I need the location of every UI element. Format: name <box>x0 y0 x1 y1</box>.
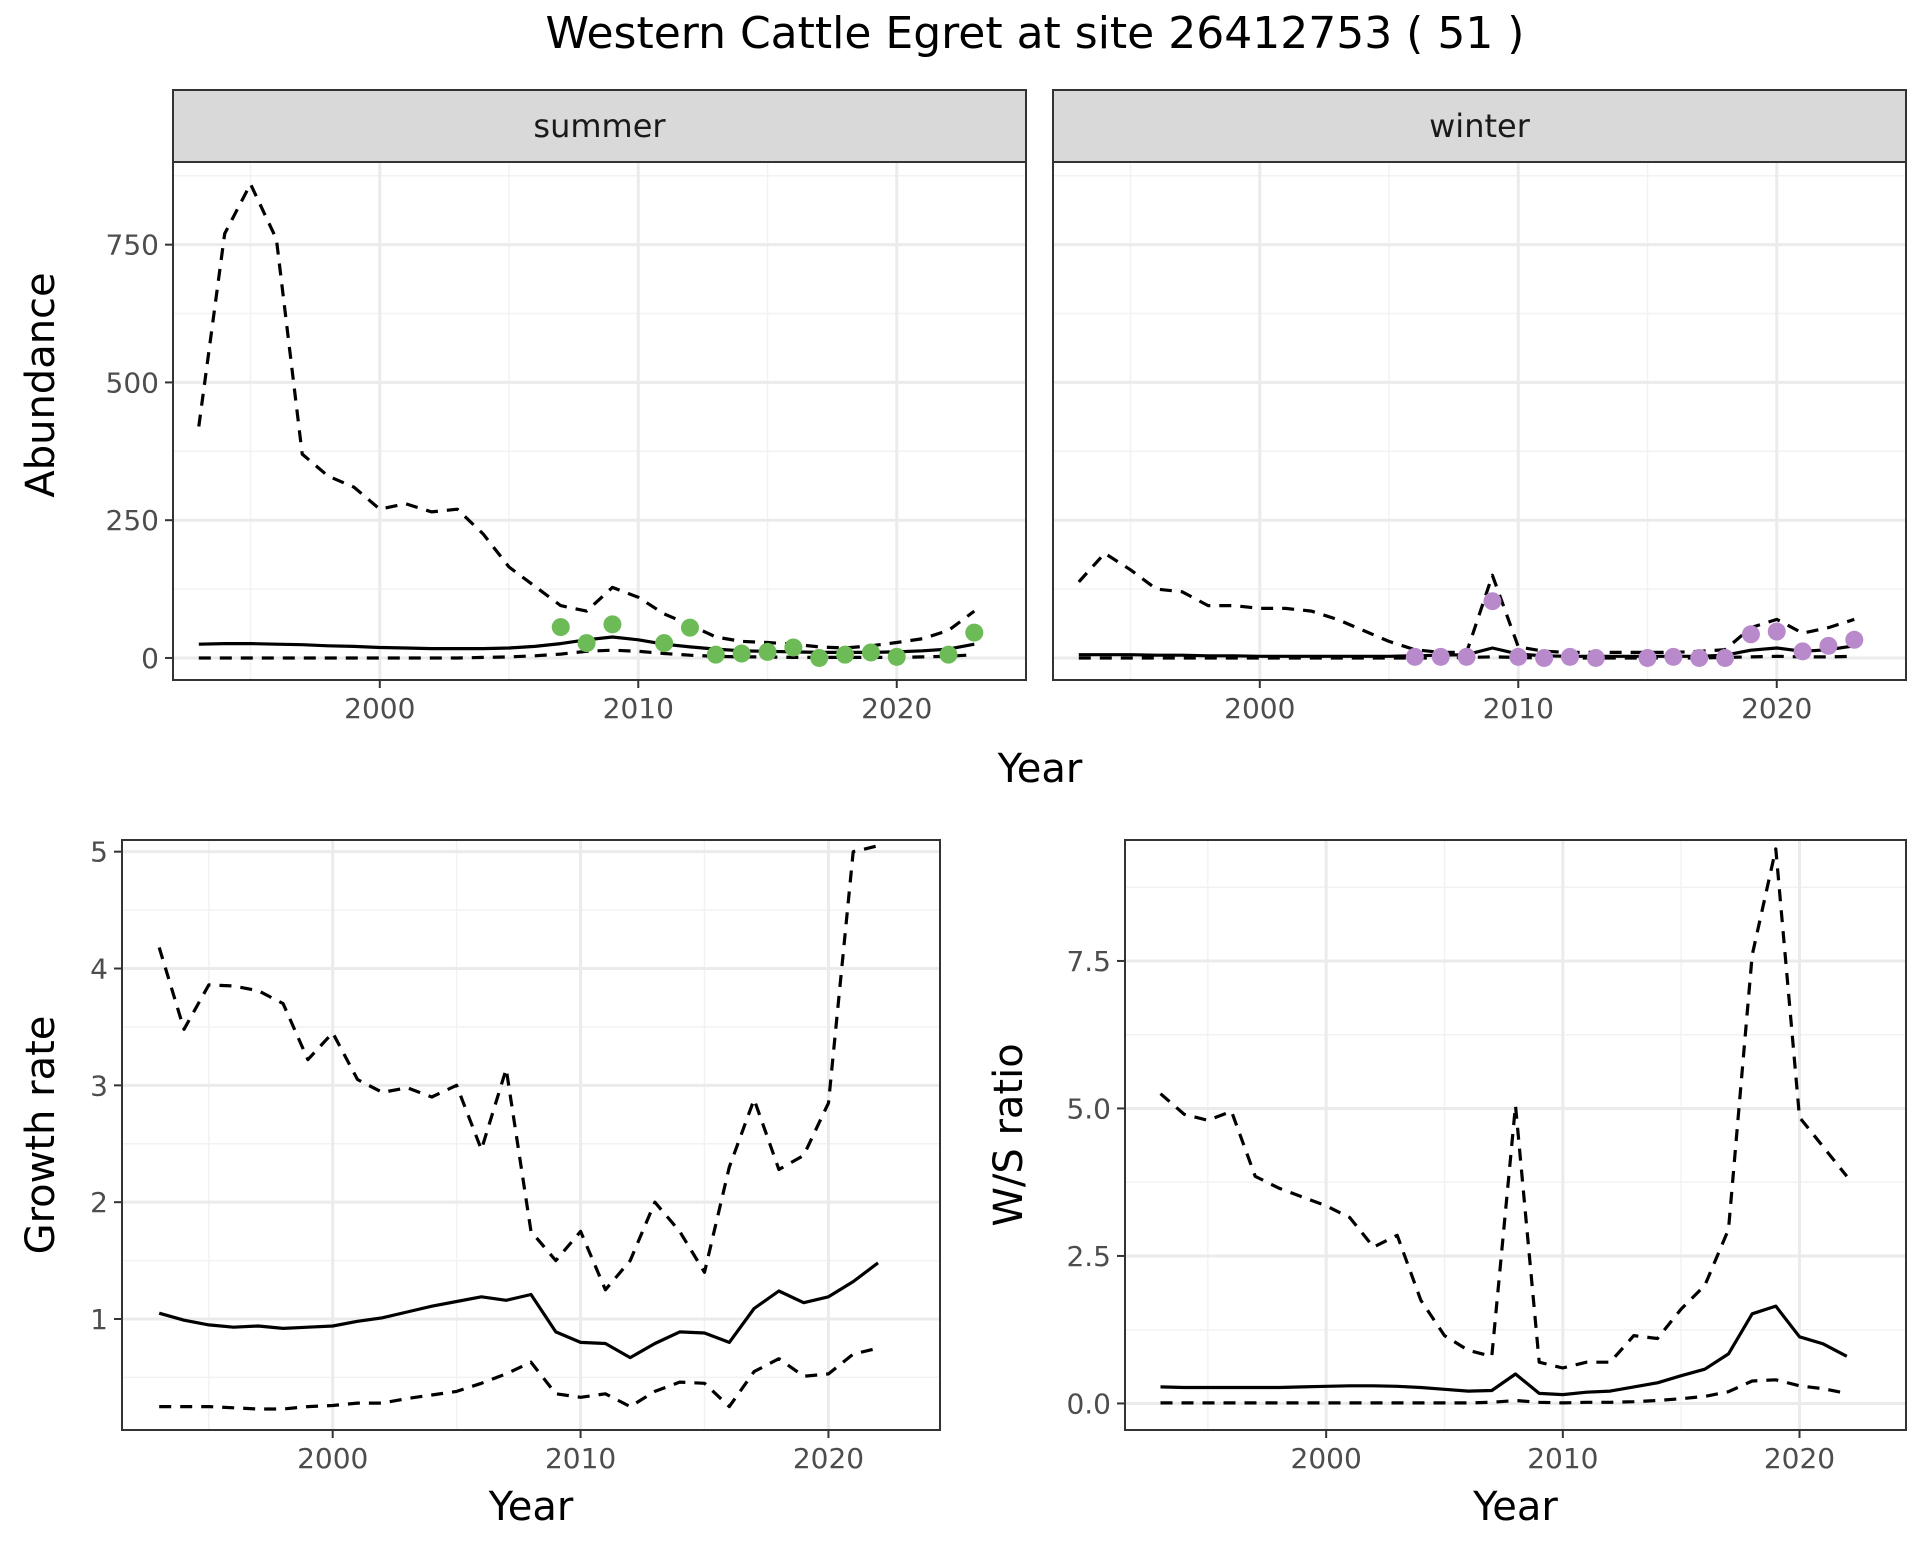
y-axis-title: Growth rate <box>18 1016 64 1255</box>
observation-point <box>810 648 829 667</box>
observation-point <box>1845 630 1864 649</box>
panel-background <box>1053 162 1906 680</box>
facet-strip <box>172 89 1027 163</box>
observation-point <box>836 645 855 664</box>
growth-rate-panel: 2000 2010 2020 1 2 3 4 5 Growth rate Year <box>18 836 941 1530</box>
panel-background <box>122 840 940 1430</box>
observation-point <box>1716 648 1735 667</box>
y-tick-label: 5.0 <box>1066 1092 1111 1125</box>
x-tick-label: 2010 <box>545 1442 616 1475</box>
panel-border <box>121 839 941 1431</box>
x-tick-label: 2020 <box>1741 692 1812 725</box>
x-tick-label: 2000 <box>297 1442 368 1475</box>
observation-point <box>1431 647 1450 666</box>
series-line-lower <box>159 1346 879 1411</box>
series-line-upper <box>157 844 879 1292</box>
observation-point <box>1509 647 1528 666</box>
y-tick-label: 5 <box>90 836 108 869</box>
abundance-summer-panel: summer 2000 2010 2020 0 250 500 750 Abundance <box>18 89 1027 725</box>
x-tick-label: 2000 <box>1224 692 1295 725</box>
x-tick-label: 2010 <box>603 692 674 725</box>
top-x-axis-title: Year <box>997 746 1083 792</box>
observation-point <box>1741 625 1760 644</box>
observation-point <box>784 638 803 657</box>
observation-point <box>1457 647 1476 666</box>
observation-point <box>758 642 777 661</box>
y-tick-label: 0.0 <box>1066 1387 1111 1420</box>
series-line-estimate <box>1160 1304 1848 1397</box>
y-tick-label: 0 <box>141 642 159 675</box>
observation-point <box>655 634 674 653</box>
x-tick-label: 2000 <box>1291 1442 1362 1475</box>
y-tick-label: 1 <box>90 1303 108 1336</box>
observation-point <box>1690 648 1709 667</box>
observation-point <box>887 647 906 666</box>
y-axis-title: W/S ratio <box>986 1043 1032 1226</box>
observation-point <box>551 618 570 637</box>
y-tick-label: 2 <box>90 1186 108 1219</box>
observation-point <box>732 644 751 663</box>
observation-point <box>706 645 725 664</box>
y-tick-label: 2.5 <box>1066 1240 1111 1273</box>
chart-title: Western Cattle Egret at site 26412753 ( … <box>546 8 1525 59</box>
y-tick-label: 750 <box>106 229 159 262</box>
x-axis-title: Year <box>1472 1484 1558 1530</box>
observation-point <box>1638 648 1657 667</box>
series-line-upper <box>1159 847 1849 1370</box>
observation-point <box>1767 622 1786 641</box>
x-tick-label: 2020 <box>1764 1442 1835 1475</box>
ws-ratio-panel: 2000 2010 2020 0.0 2.5 5.0 7.5 W/S ratio Year <box>986 839 1907 1530</box>
observation-point <box>965 623 984 642</box>
panel-background <box>1125 840 1906 1430</box>
observation-point <box>1819 636 1838 655</box>
x-tick-label: 2010 <box>1527 1442 1598 1475</box>
observation-point <box>861 643 880 662</box>
facet-strip <box>1052 89 1907 163</box>
y-tick-label: 3 <box>90 1069 108 1102</box>
x-tick-label: 2000 <box>344 692 415 725</box>
observation-point <box>1483 592 1502 611</box>
series-line-lower <box>1160 1378 1848 1405</box>
x-axis-title: Year <box>488 1484 574 1530</box>
y-tick-label: 4 <box>90 953 108 986</box>
observation-point <box>1586 648 1605 667</box>
panel-background <box>173 162 1026 680</box>
y-tick-label: 250 <box>106 504 159 537</box>
series-line-estimate <box>158 1261 879 1360</box>
observation-point <box>577 634 596 653</box>
observation-point <box>1405 647 1424 666</box>
y-tick-label: 7.5 <box>1066 945 1111 978</box>
facet-strip-label: winter <box>1429 107 1531 145</box>
observation-point <box>939 645 958 664</box>
panel-border <box>1124 839 1907 1431</box>
x-tick-label: 2020 <box>861 692 932 725</box>
y-axis-title: Abundance <box>18 272 64 497</box>
y-tick-label: 500 <box>106 366 159 399</box>
x-tick-label: 2020 <box>793 1442 864 1475</box>
x-tick-label: 2010 <box>1483 692 1554 725</box>
series-line-upper <box>197 182 976 650</box>
facet-strip-label: summer <box>533 107 666 145</box>
abundance-winter-panel: winter 2000 2010 2020 <box>1052 89 1907 725</box>
observation-point <box>1560 647 1579 666</box>
observation-point <box>1664 647 1683 666</box>
observation-point <box>603 615 622 634</box>
observation-point <box>1535 648 1554 667</box>
observation-point <box>1793 642 1812 661</box>
observation-point <box>680 618 699 637</box>
